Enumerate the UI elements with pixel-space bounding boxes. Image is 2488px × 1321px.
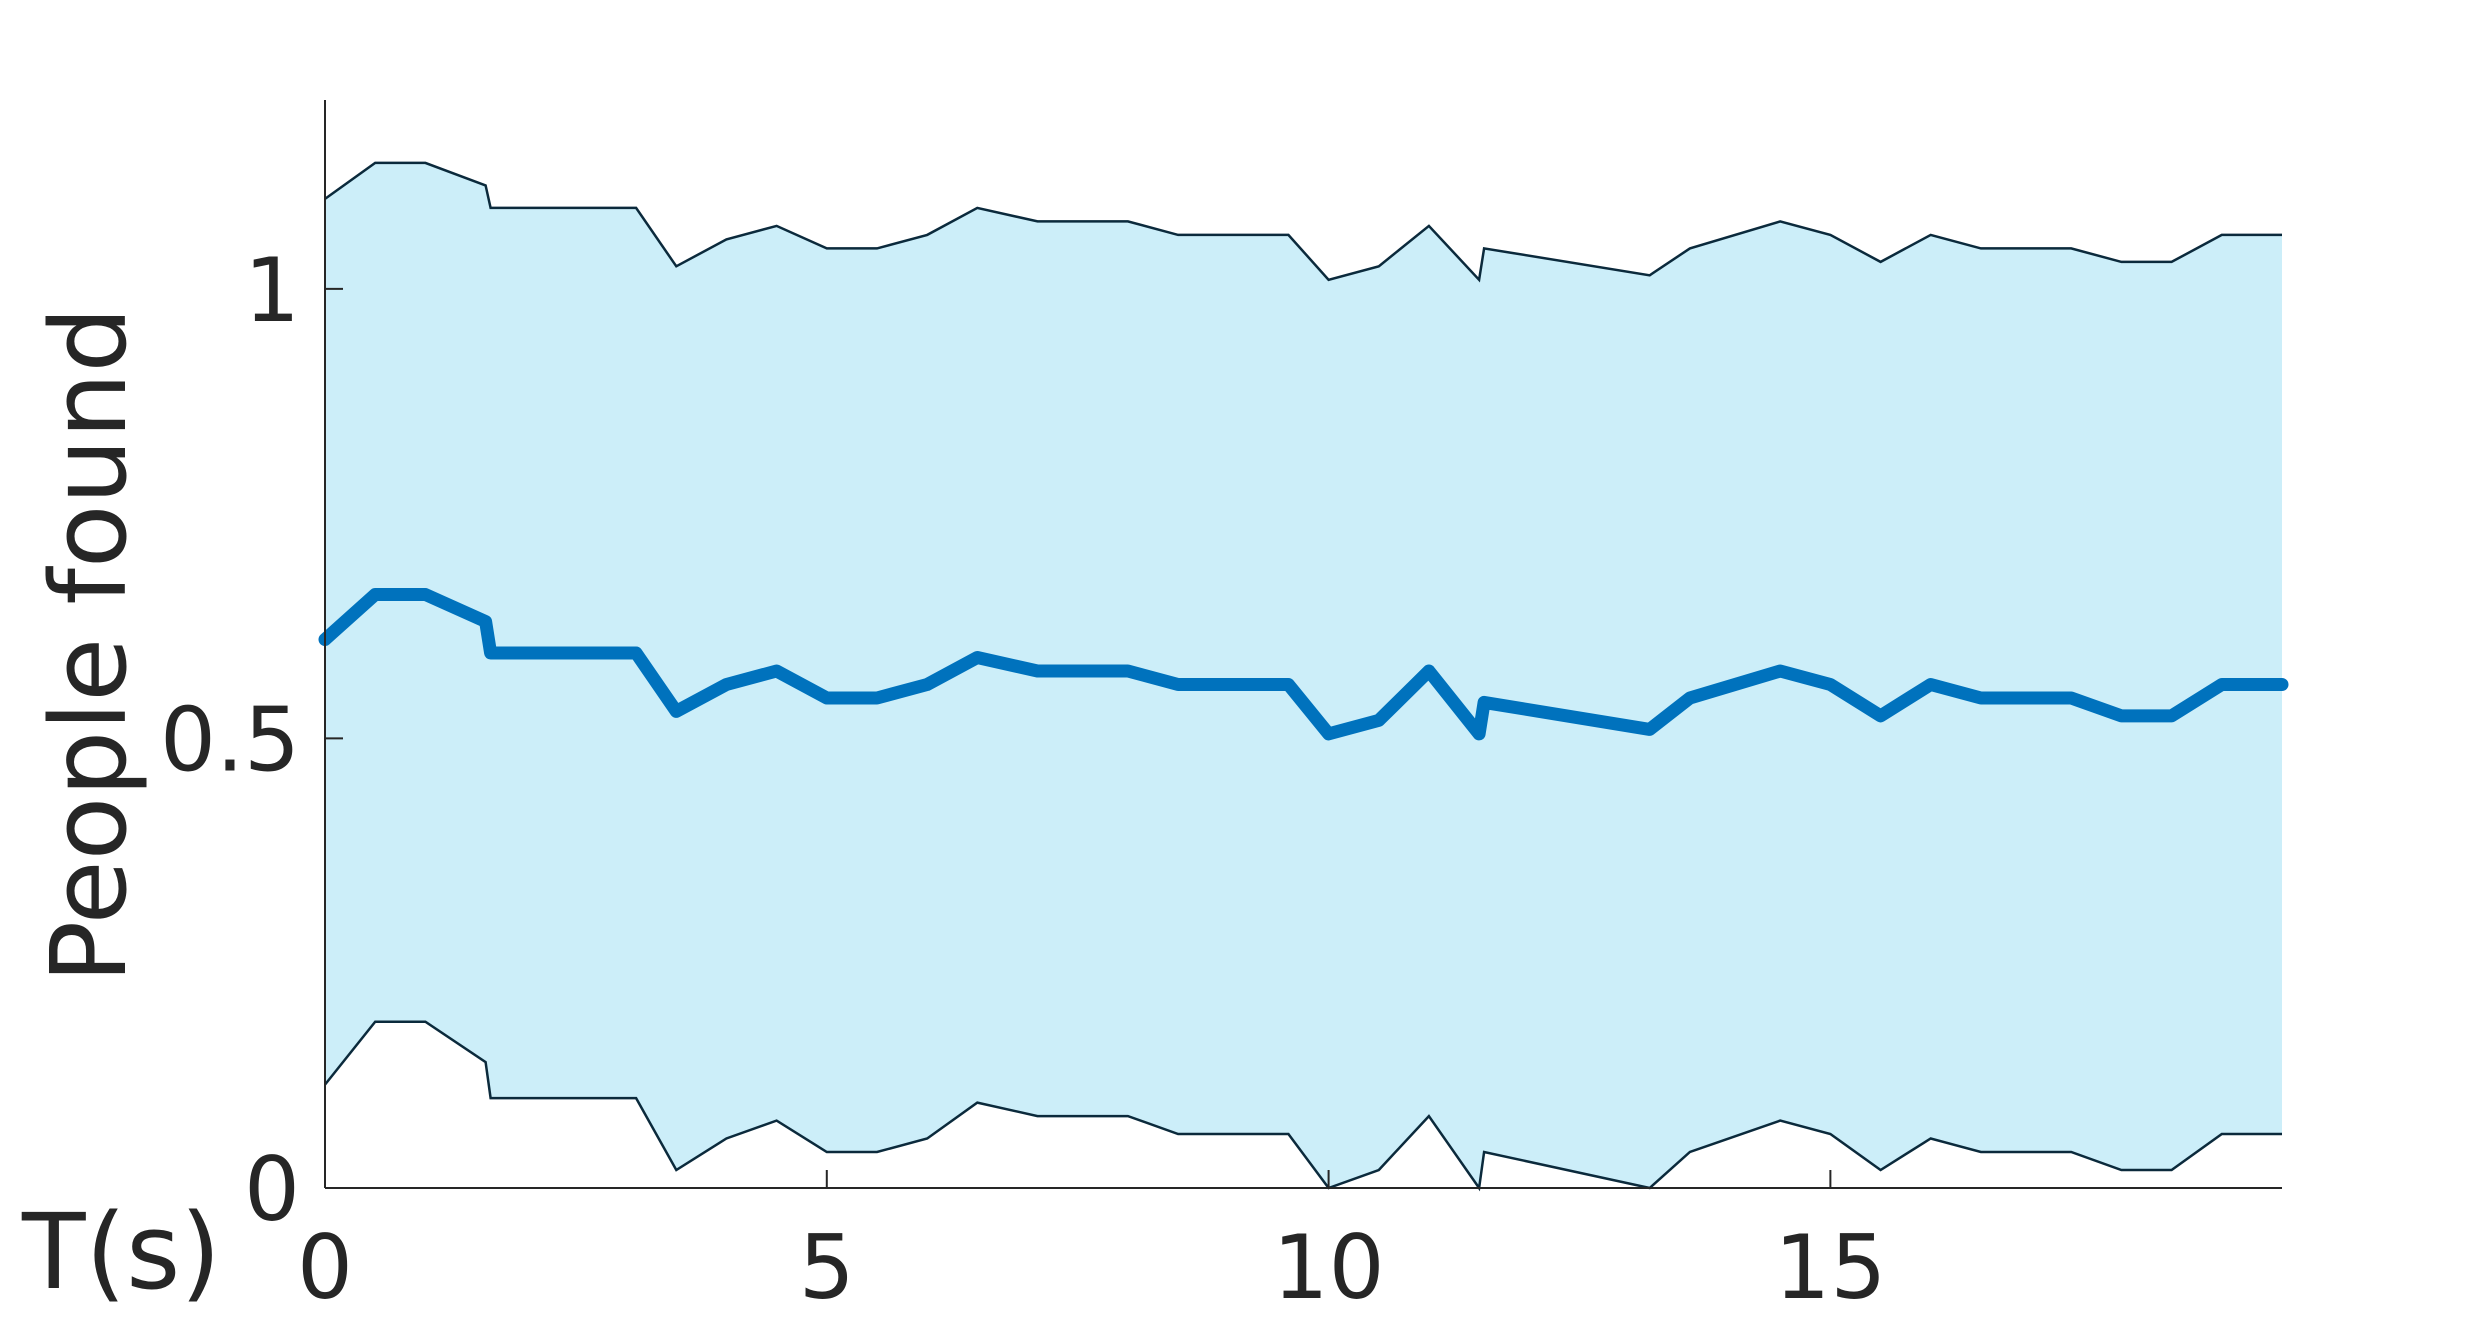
y-ticks: 00.51 [160,239,343,1241]
band-upper-edge [324,161,2282,283]
y-tick-label: 1 [244,239,300,342]
x-tick-label: 15 [1774,1216,1886,1319]
x-axis-label: T(s) [21,1191,221,1313]
x-tick-label: 10 [1273,1216,1385,1319]
y-axis-label: People found [28,307,150,984]
band-area [325,162,2282,1188]
x-ticks: 0 5 10 15 [297,1170,1886,1319]
y-tick-label: 0 [244,1138,300,1241]
band-lower-edge [324,1020,2282,1192]
mean-line [318,588,2289,741]
x-tick-label: 5 [799,1216,855,1319]
x-tick-label: 0 [297,1216,353,1319]
y-tick-label: 0.5 [160,688,300,791]
